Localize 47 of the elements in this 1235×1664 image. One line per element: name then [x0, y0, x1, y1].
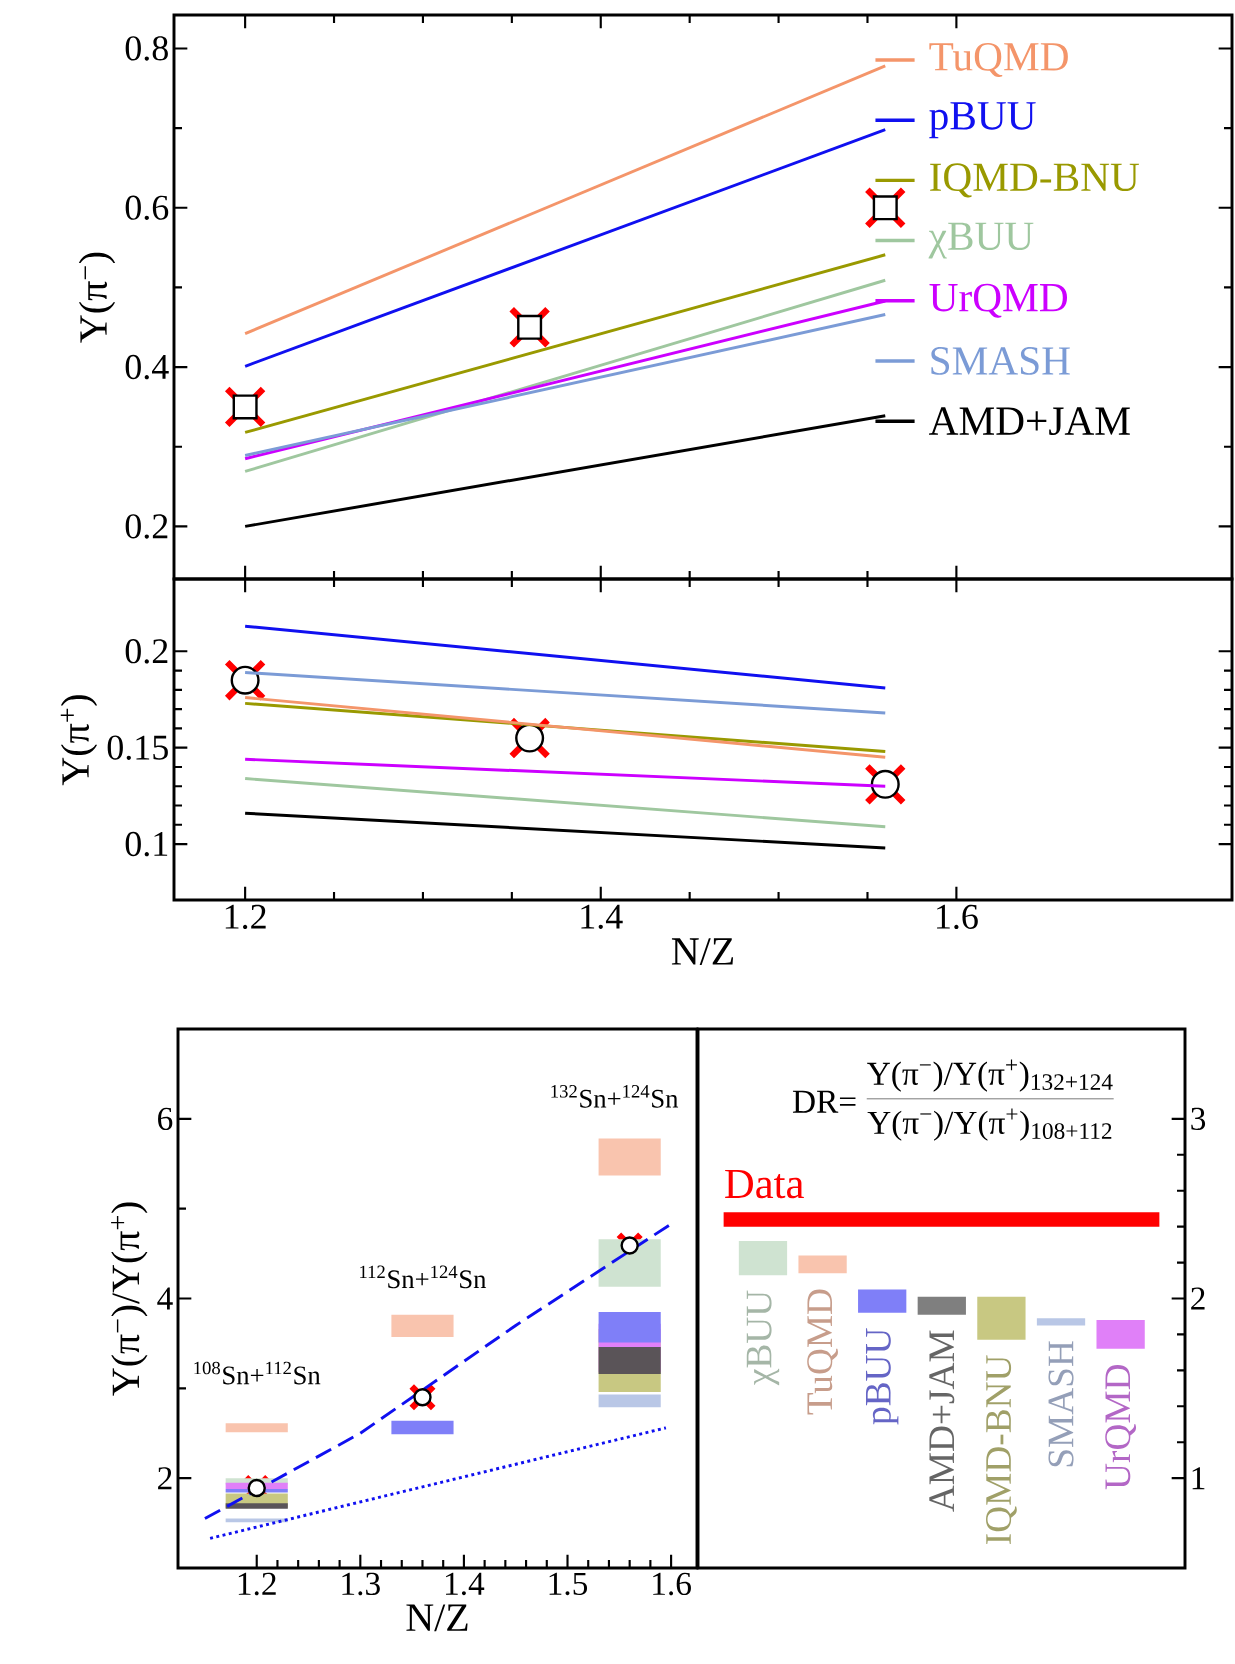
y-axis-title: Y(π$^{−}$)/Y(π$^{+}$) [111, 1202, 148, 1396]
annotation: Y(π$^{−}$)/Y(π$^{+}$)$_{108+112}$ [867, 1108, 1112, 1141]
x-tick-label: 1.5 [549, 1572, 588, 1596]
legend-label: AMD+JAM [929, 407, 1130, 436]
y-tick-label: 6 [158, 1107, 173, 1131]
y-tick-label: 0.15 [107, 735, 168, 760]
annotation: Y(π$^{−}$)/Y(π$^{+}$)$_{132+124}$ [867, 1059, 1113, 1092]
x-tick-label: χBUU [746, 1290, 780, 1386]
x-tick-label: 1.3 [342, 1572, 380, 1596]
x-tick-label: AMD+JAM [929, 1330, 955, 1512]
y-tick-label: 4 [157, 1287, 173, 1310]
annotation: $^{108}$Sn+$^{112}$Sn [194, 1361, 321, 1385]
x-tick-label: SMASH [1048, 1341, 1074, 1467]
x-tick-label: pBUU [866, 1328, 899, 1425]
y-axis-title: Y(π$^{+}$) [60, 695, 98, 786]
y-tick-label: 3 [1191, 1107, 1206, 1131]
legend-label: SMASH [931, 347, 1070, 375]
x-tick-label: 1.6 [653, 1572, 691, 1596]
y-tick-label: 0.8 [125, 36, 168, 61]
legend-label: IQMD-BNU [930, 163, 1139, 198]
y-tick-label: 0.2 [125, 514, 168, 539]
x-tick-label: 1.4 [446, 1572, 485, 1596]
y-tick-label: 2 [1191, 1287, 1205, 1310]
annotation: $^{132}$Sn+$^{124}$Sn [551, 1085, 679, 1108]
x-tick-label: 1.2 [238, 1572, 276, 1596]
x-tick-label: UrQMD [1105, 1364, 1136, 1490]
x-tick-label: 1.2 [225, 904, 266, 930]
y-tick-label: 0.2 [125, 639, 168, 664]
legend-label: χBUU [928, 222, 1034, 259]
x-tick-label: TuQMD [807, 1289, 838, 1415]
legend-label: TuQMD [929, 42, 1068, 78]
band-label: Data [725, 1169, 804, 1199]
y-tick-label: 1 [1192, 1467, 1205, 1490]
y-tick-label: 2 [158, 1467, 172, 1490]
y-tick-label: 0.1 [125, 831, 168, 857]
legend-label: UrQMD [929, 283, 1068, 318]
legend-label: pBUU [929, 102, 1036, 139]
x-tick-label: 1.4 [581, 904, 623, 929]
annotation: DR= [792, 1090, 856, 1113]
x-axis-title: N/Z [406, 1604, 468, 1632]
y-tick-label: 0.6 [125, 195, 169, 220]
annotation: $^{112}$Sn+$^{124}$Sn [360, 1265, 487, 1289]
x-tick-label: IQMD-BNU [986, 1355, 1017, 1544]
y-axis-title: Y(π$^{−}$) [78, 252, 116, 343]
x-axis-title: N/Z [671, 938, 734, 965]
y-tick-label: 0.4 [125, 354, 169, 380]
x-tick-label: 1.6 [937, 904, 978, 930]
